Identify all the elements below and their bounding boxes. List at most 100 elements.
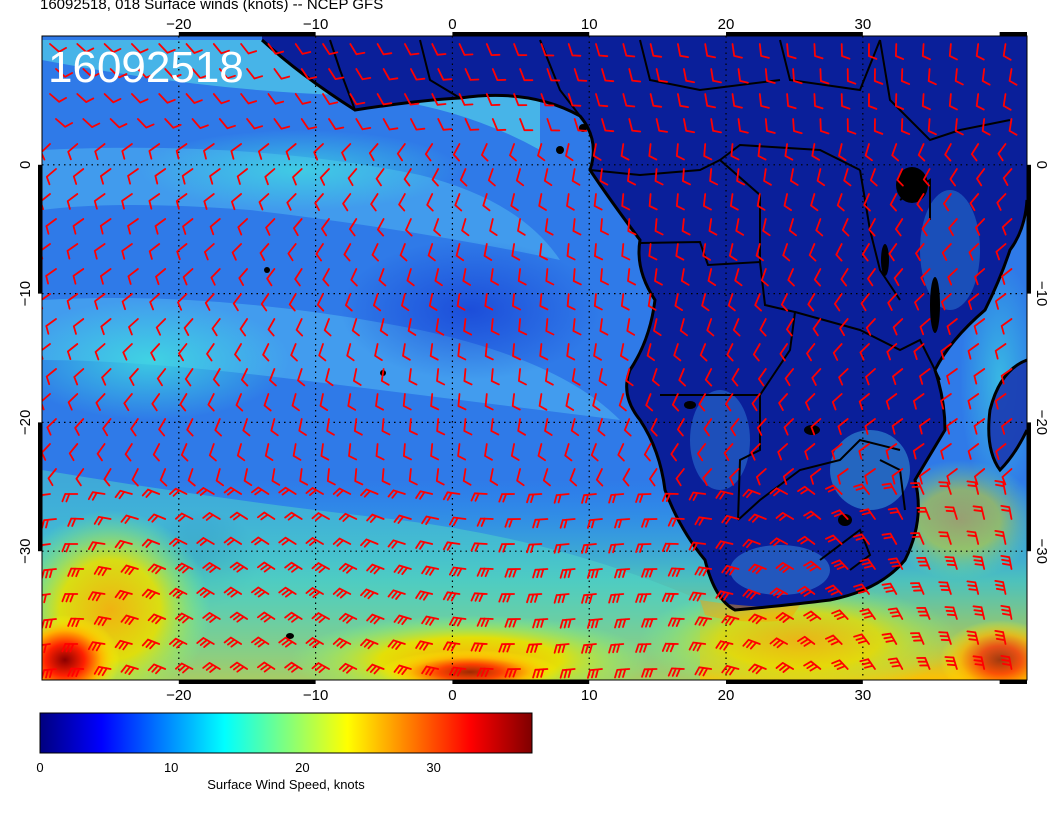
wind-barb — [572, 218, 582, 236]
wind-barb — [825, 534, 843, 545]
wind-barb — [703, 143, 713, 161]
wind-barb — [650, 418, 658, 437]
wind-barb — [597, 418, 606, 437]
wind-barb — [887, 507, 904, 520]
wind-barb — [454, 193, 463, 212]
wind-barb — [886, 343, 898, 361]
wind-barb — [518, 368, 527, 386]
wind-barb — [158, 43, 176, 54]
wind-barb — [748, 663, 767, 675]
wind-barb — [182, 268, 194, 286]
wind-barb — [291, 393, 300, 412]
wind-barb — [123, 393, 133, 412]
wind-barb — [46, 418, 57, 436]
wind-barb — [730, 193, 739, 211]
wind-barb — [859, 558, 876, 570]
wind-barb — [954, 118, 964, 136]
wind-barb — [498, 543, 515, 553]
wind-barb — [840, 268, 849, 287]
wind-barb — [704, 368, 713, 387]
wind-barb — [271, 468, 281, 486]
wind-barb — [1000, 505, 1013, 520]
wind-barb — [675, 193, 685, 211]
wind-barb — [566, 243, 576, 261]
wind-barb — [914, 293, 925, 311]
wind-barb — [887, 657, 904, 670]
wind-barb — [251, 636, 270, 648]
wind-barb — [887, 607, 904, 620]
wind-barb — [236, 168, 248, 185]
wind-barb — [360, 488, 379, 498]
wind-barb — [723, 443, 734, 461]
wind-barb — [435, 468, 445, 486]
wind-barb — [67, 143, 79, 161]
wind-barb — [294, 43, 312, 55]
wind-barb — [511, 393, 521, 411]
wind-barb — [131, 468, 139, 487]
wind-barb — [95, 393, 106, 411]
wind-barb — [42, 618, 57, 629]
wind-barb — [366, 613, 385, 625]
wind-barb — [42, 668, 57, 679]
wind-barb — [892, 318, 904, 336]
wind-barb — [103, 468, 112, 487]
wind-barb — [458, 93, 474, 106]
wind-barb — [484, 393, 494, 411]
wind-barb — [752, 343, 761, 362]
wind-barb — [516, 468, 525, 487]
wind-barb — [120, 614, 139, 626]
wind-barb — [944, 143, 952, 162]
wind-barb — [940, 343, 952, 360]
axis-bar-top — [726, 32, 863, 36]
wind-barb — [539, 243, 548, 261]
wind-barb — [677, 418, 685, 437]
wind-barb — [625, 368, 634, 387]
wind-barb — [376, 43, 393, 56]
wind-barb — [67, 517, 85, 527]
wind-barb — [42, 568, 57, 579]
wind-barb — [349, 43, 366, 56]
wind-barb — [204, 243, 215, 261]
wind-barb — [82, 118, 101, 128]
wind-barb — [891, 418, 904, 435]
wind-barb — [544, 218, 554, 236]
wind-barb — [320, 443, 330, 461]
wind-barb — [769, 637, 788, 649]
wind-barb — [868, 218, 876, 237]
wind-barb — [654, 168, 664, 186]
wind-barb — [540, 43, 555, 57]
wind-barb — [708, 218, 718, 236]
wind-barb — [831, 443, 843, 460]
wind-barb — [559, 518, 576, 529]
wind-barb — [121, 193, 133, 210]
wind-barb — [293, 218, 303, 237]
wind-barb — [504, 568, 521, 578]
wind-barb — [366, 563, 385, 575]
wind-barb — [888, 243, 898, 262]
wind-barb — [504, 518, 521, 528]
wind-barb — [526, 643, 543, 654]
wind-barb — [948, 43, 958, 61]
wind-barb — [715, 540, 734, 550]
wind-barb — [859, 658, 876, 670]
wind-barb — [148, 243, 161, 260]
wind-barb — [825, 484, 843, 495]
lon-tick-label-bottom: 10 — [581, 687, 598, 704]
wind-barb — [995, 243, 1007, 261]
wind-barb — [154, 218, 167, 235]
wind-barb — [131, 43, 149, 54]
wind-barb — [769, 537, 788, 547]
wind-barb — [620, 343, 629, 361]
lat-tick-label-left: −10 — [17, 281, 34, 306]
wind-barb — [240, 93, 257, 105]
wind-barb — [114, 589, 133, 601]
wind-barb — [66, 193, 79, 210]
wind-barb — [230, 143, 242, 160]
wind-barb — [545, 368, 554, 386]
wind-barb — [348, 443, 358, 461]
wind-barb — [858, 393, 870, 411]
wind-barb — [476, 567, 494, 578]
wind-barb — [498, 493, 515, 503]
wind-barb — [944, 606, 958, 620]
wind-barb — [946, 318, 958, 335]
